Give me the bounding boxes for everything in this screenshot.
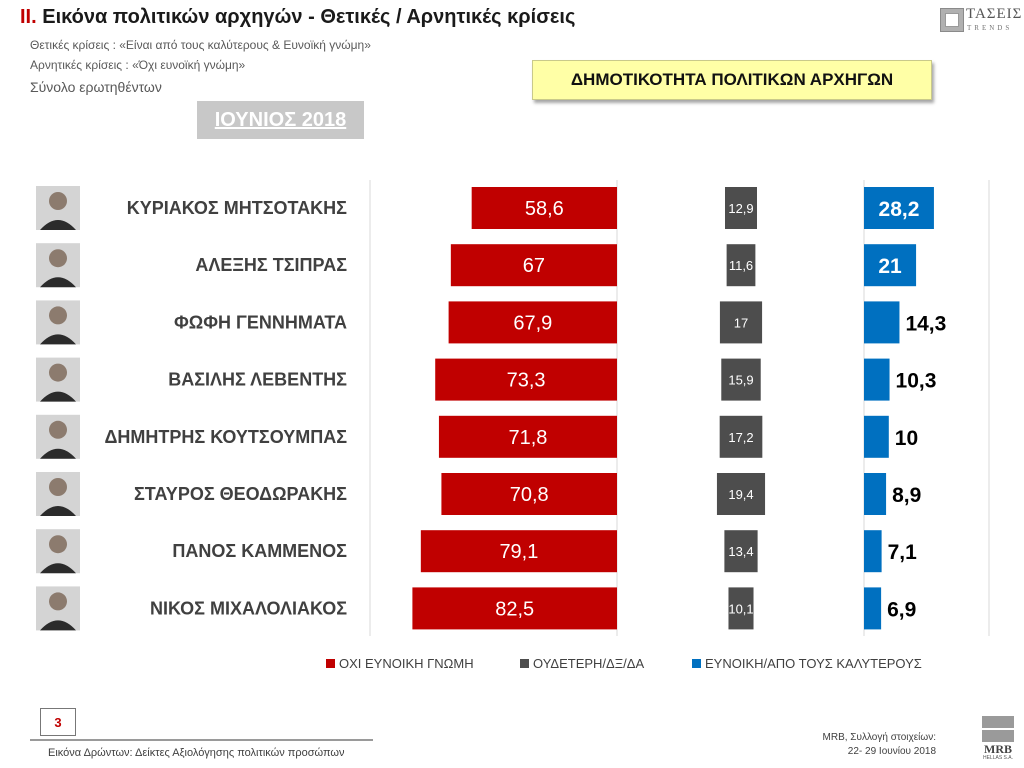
category-label: ΒΑΣΙΛΗΣ ΛΕΒΕΝΤΗΣ xyxy=(168,370,347,390)
mrb-logo: MRB HELLAS S.A. xyxy=(982,716,1014,762)
bar-negative xyxy=(412,587,617,630)
data-label-positive: 8,9 xyxy=(892,484,921,507)
bar-negative xyxy=(438,415,617,458)
bar-neutral xyxy=(721,358,761,401)
leader-photo-icon xyxy=(36,357,80,402)
legend-label-negative: ΟΧΙ ΕΥΝΟΙΚΗ ΓΝΩΜΗ xyxy=(339,656,474,671)
data-label-negative: 82,5 xyxy=(495,598,534,620)
bar-positive xyxy=(864,358,890,401)
footer-note: Εικόνα Δρώντων: Δείκτες Αξιολόγησης πολι… xyxy=(48,747,345,759)
bar-negative xyxy=(420,530,617,573)
bar-neutral xyxy=(719,301,763,344)
legend-item-positive: ΕΥΝΟΙΚΗ/ΑΠΟ ΤΟΥΣ ΚΑΛΥΤΕΡΟΥΣ xyxy=(692,656,922,671)
data-label-positive: 10 xyxy=(895,427,918,450)
negative-note: Αρνητικές κρίσεις : «Όχι ευνοϊκή γνώμη» xyxy=(30,58,246,72)
data-label-positive: 14,3 xyxy=(905,312,946,335)
positive-note: Θετικές κρίσεις : «Είναι από τους καλύτε… xyxy=(30,38,371,52)
category-label: ΣΤΑΥΡΟΣ ΘΕΟΔΩΡΑΚΗΣ xyxy=(134,484,347,504)
legend-label-neutral: ΟΥΔΕΤΕΡΗ/ΔΞ/ΔΑ xyxy=(533,656,645,671)
legend-swatch-negative xyxy=(326,659,335,668)
bar-negative xyxy=(448,301,617,344)
data-label-positive: 7,1 xyxy=(888,541,918,564)
bar-positive xyxy=(864,530,882,573)
bar-negative xyxy=(471,187,617,229)
source-line-1: MRB, Συλλογή στοιχείων: xyxy=(822,732,936,743)
page-number: 3 xyxy=(40,708,76,736)
bar-positive xyxy=(864,187,934,229)
bar-positive xyxy=(864,415,889,458)
data-label-neutral: 12,9 xyxy=(728,201,753,216)
data-label-neutral: 10,1 xyxy=(728,601,753,616)
page-title: II. Εικόνα πολιτικών αρχηγών - Θετικές /… xyxy=(20,6,575,29)
category-label: ΚΥΡΙΑΚΟΣ ΜΗΤΣΟΤΑΚΗΣ xyxy=(127,198,347,218)
logo-tag: TRENDS xyxy=(967,24,1013,32)
legend-item-neutral: ΟΥΔΕΤΕΡΗ/ΔΞ/ΔΑ xyxy=(520,656,644,671)
leader-photo-icon xyxy=(36,300,80,345)
bar-negative xyxy=(450,244,617,287)
data-label-positive: 21 xyxy=(878,255,902,278)
title-text: Εικόνα πολιτικών αρχηγών - Θετικές / Αρν… xyxy=(42,6,576,28)
bar-neutral xyxy=(726,244,756,287)
data-label-positive: 6,9 xyxy=(887,598,916,621)
data-label-negative: 71,8 xyxy=(508,427,547,449)
data-label-positive: 10,3 xyxy=(896,370,937,393)
category-label: ΠΑΝΟΣ ΚΑΜΜΕΝΟΣ xyxy=(172,541,347,561)
data-label-negative: 67 xyxy=(523,255,545,277)
category-label: ΦΩΦΗ ΓΕΝΝΗΜΑΤΑ xyxy=(174,312,347,332)
data-label-positive: 28,2 xyxy=(879,198,920,221)
bar-negative xyxy=(441,473,617,515)
leader-photo-icon xyxy=(36,414,80,459)
mrb-logo-mark-icon xyxy=(982,716,1014,742)
bar-neutral xyxy=(728,587,754,630)
category-label: ΔΗΜΗΤΡΗΣ ΚΟΥΤΣΟΥΜΠΑΣ xyxy=(104,427,347,447)
leader-photo-icon xyxy=(36,529,80,574)
bar-neutral xyxy=(719,415,763,458)
leader-photo-icon xyxy=(36,186,80,230)
bar-positive xyxy=(864,244,917,287)
logo-name: ΤΑΣΕΙΣ xyxy=(966,6,1023,22)
bar-positive xyxy=(864,587,882,630)
data-label-negative: 58,6 xyxy=(525,198,564,220)
bar-neutral xyxy=(725,187,757,229)
chart-banner: ΔΗΜΟΤΙΚΟΤΗΤΑ ΠΟΛΙΤΙΚΩΝ ΑΡΧΗΓΩΝ xyxy=(532,60,932,100)
base-note: Σύνολο ερωτηθέντων xyxy=(30,79,162,95)
period-label: ΙΟΥΝΙΟΣ 2018 xyxy=(197,101,364,139)
bar-neutral xyxy=(724,530,758,573)
leader-photo-icon xyxy=(36,472,80,516)
data-label-neutral: 13,4 xyxy=(728,544,753,559)
data-label-neutral: 11,6 xyxy=(729,258,753,273)
footer-divider xyxy=(30,739,373,741)
legend-swatch-positive xyxy=(692,659,701,668)
mrb-logo-text: MRB xyxy=(984,742,1012,756)
source-line-2: 22- 29 Ιουνίου 2018 xyxy=(847,746,936,757)
data-label-negative: 70,8 xyxy=(510,484,549,506)
leader-photo-icon xyxy=(36,243,80,288)
bar-positive xyxy=(864,301,900,344)
data-label-negative: 73,3 xyxy=(507,370,546,392)
data-label-neutral: 15,9 xyxy=(728,373,753,388)
bar-negative xyxy=(435,358,617,401)
data-label-negative: 79,1 xyxy=(499,541,538,563)
legend-item-negative: ΟΧΙ ΕΥΝΟΙΚΗ ΓΝΩΜΗ xyxy=(326,656,474,671)
logo-mark-icon xyxy=(940,8,964,32)
bar-positive xyxy=(864,473,887,515)
data-label-neutral: 19,4 xyxy=(728,487,753,502)
source-note: MRB, Συλλογή στοιχείων: 22- 29 Ιουνίου 2… xyxy=(823,731,936,759)
leaders-chart: ΚΥΡΙΑΚΟΣ ΜΗΤΣΟΤΑΚΗΣ 58,6 12,9 28,2 ΑΛΕΞΗΣ ΤΣ… xyxy=(36,180,990,636)
section-number: II. xyxy=(20,6,37,28)
bar-neutral xyxy=(716,473,766,515)
data-label-neutral: 17 xyxy=(734,315,748,330)
leader-photo-icon xyxy=(36,586,80,631)
mrb-logo-subtext: HELLAS S.A. xyxy=(982,755,1013,761)
category-label: ΝΙΚΟΣ ΜΙΧΑΛΟΛΙΑΚΟΣ xyxy=(150,598,347,618)
taseis-logo: ΤΑΣΕΙΣ TRENDS xyxy=(940,6,1021,36)
legend-label-positive: ΕΥΝΟΙΚΗ/ΑΠΟ ΤΟΥΣ ΚΑΛΥΤΕΡΟΥΣ xyxy=(705,656,922,671)
data-label-negative: 67,9 xyxy=(513,312,552,334)
data-label-neutral: 17,2 xyxy=(728,430,753,445)
category-label: ΑΛΕΞΗΣ ΤΣΙΠΡΑΣ xyxy=(195,255,347,275)
legend-swatch-neutral xyxy=(520,659,529,668)
